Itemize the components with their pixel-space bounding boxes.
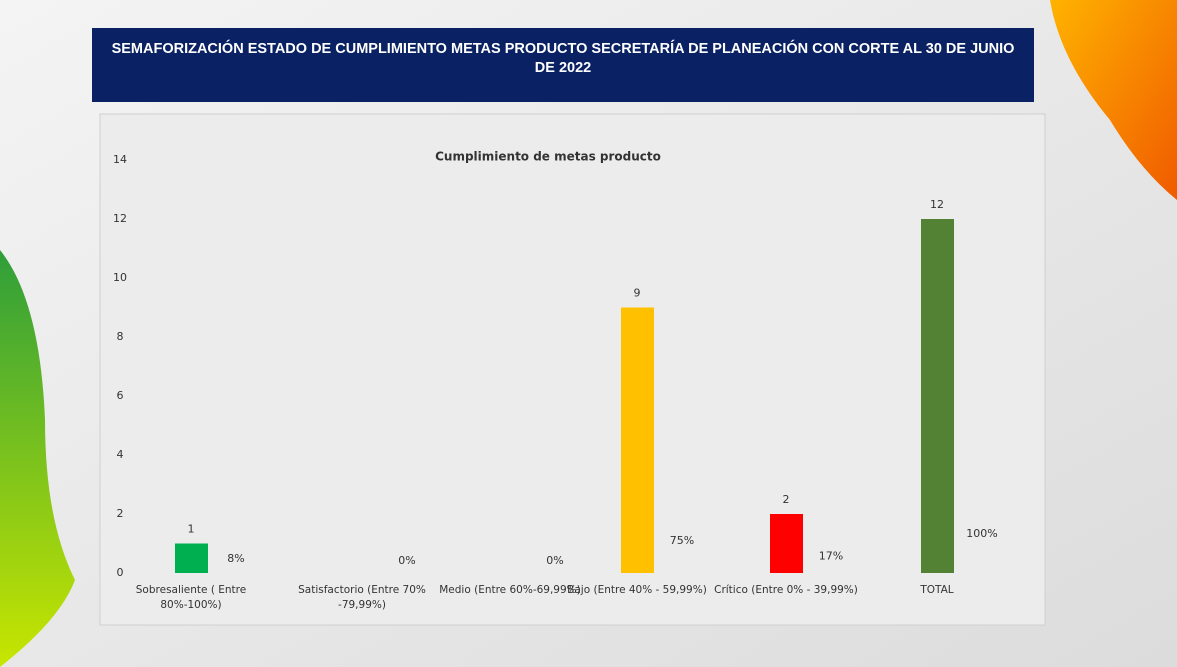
slide: Cumplimiento de metas producto 024681012… [0,0,1177,667]
value-label: 12 [930,198,944,211]
x-tick-label: TOTAL [862,583,1012,598]
chart-box [100,114,1045,625]
y-tick-label: 6 [117,389,124,402]
chart: Cumplimiento de metas producto 024681012… [0,0,1177,667]
percent-label: 100% [966,527,997,540]
bar [770,514,803,573]
chart-title: Cumplimiento de metas producto [435,150,661,164]
x-tick-label: Satisfactorio (Entre 70% -79,99%) [287,583,437,613]
percent-label: 75% [670,534,694,547]
y-tick-label: 14 [113,153,127,166]
y-tick-label: 8 [117,330,124,343]
bar [921,219,954,573]
x-tick-label: Crítico (Entre 0% - 39,99%) [711,583,861,598]
x-tick-label: Sobresaliente ( Entre 80%-100%) [116,583,266,613]
x-tick-label: Bajo (Entre 40% - 59,99%) [562,583,712,598]
bar [621,308,654,574]
slide-title: SEMAFORIZACIÓN ESTADO DE CUMPLIMIENTO ME… [110,40,1016,78]
y-tick-label: 2 [117,507,124,520]
bar [175,544,208,574]
percent-label: 0% [546,554,563,567]
value-label: 1 [188,523,195,536]
value-label: 9 [634,287,641,300]
y-tick-label: 0 [117,566,124,579]
y-tick-label: 10 [113,271,127,284]
y-tick-label: 12 [113,212,127,225]
percent-label: 8% [227,552,244,565]
percent-label: 17% [819,549,843,562]
value-label: 2 [783,493,790,506]
percent-label: 0% [398,554,415,567]
y-tick-label: 4 [117,448,124,461]
